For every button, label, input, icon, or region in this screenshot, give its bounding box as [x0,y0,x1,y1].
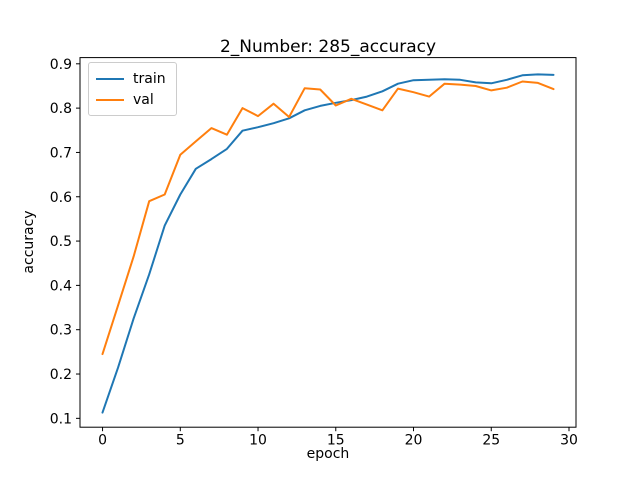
legend-label-train: train [133,70,166,87]
legend-item-train: train [96,68,166,89]
y-tick-label: 0.9 [50,57,72,73]
legend-item-val: val [96,89,166,110]
legend-line-sample-val [96,98,124,101]
y-tick-label: 0.5 [50,234,72,250]
axes-spines [79,57,577,428]
y-tick-label: 0.7 [50,145,72,161]
y-tick-label: 0.8 [50,101,72,117]
series-line-train [101,73,555,414]
chart-title: 2_Number: 285_accuracy [219,37,437,57]
x-tick-label: 20 [405,433,423,449]
y-tick-label: 0.1 [50,411,72,427]
x-axis-label: epoch [306,446,350,462]
legend-label-val: val [133,91,154,108]
y-tick-label: 0.4 [50,278,72,294]
x-tick-label: 0 [98,433,107,449]
x-tick-label: 10 [249,433,267,449]
y-axis-label: accuracy [21,210,37,274]
x-tick-label: 25 [482,433,500,449]
x-tick-label: 15 [327,433,345,449]
y-tick-label: 0.6 [50,190,72,206]
y-tick-label: 0.2 [50,367,72,383]
x-tick-label: 30 [560,433,578,449]
legend-line-sample-train [96,77,124,80]
y-tick-label: 0.3 [50,323,72,339]
series-line-val [101,80,555,356]
x-tick-label: 5 [176,433,185,449]
legend: train val [88,62,177,116]
